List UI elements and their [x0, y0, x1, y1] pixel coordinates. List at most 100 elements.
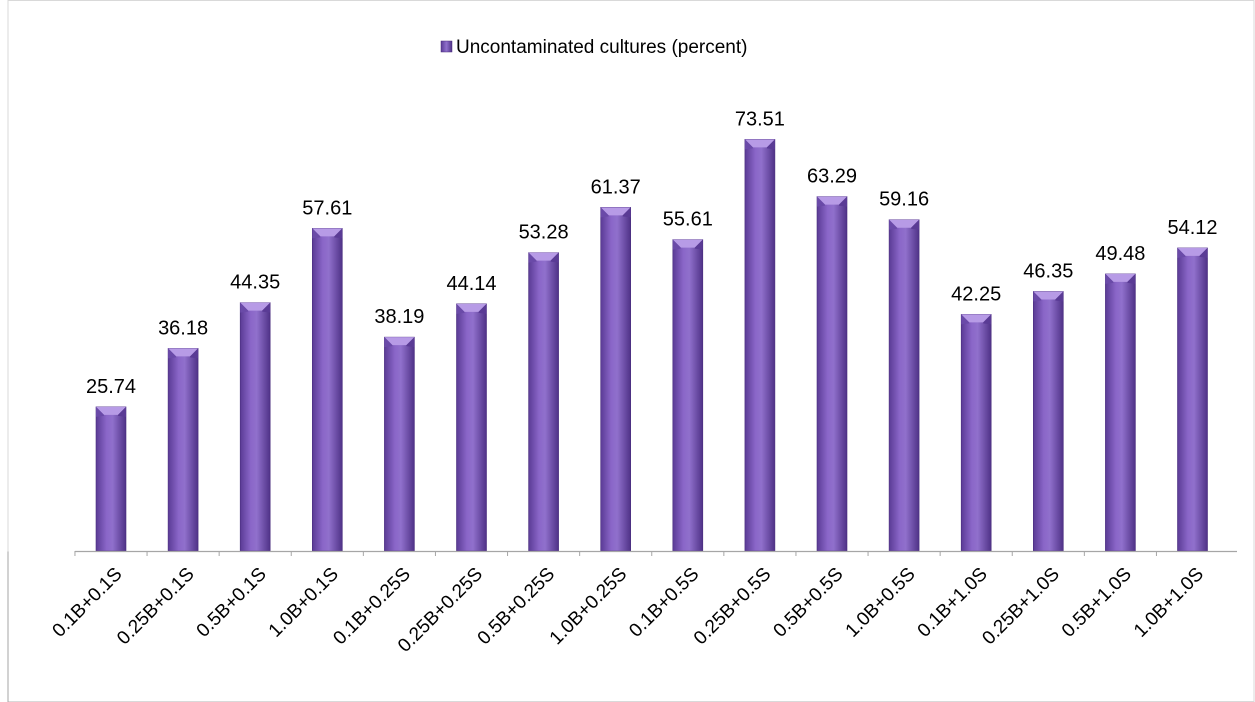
bar [1033, 291, 1064, 552]
bar [1177, 247, 1208, 552]
bar-bevel-left [1105, 273, 1114, 284]
bar [744, 139, 776, 552]
data-label: 54.12 [1167, 217, 1217, 239]
x-tick-label: 1.0B+0.1S [265, 564, 343, 642]
bar-bevel-left [600, 207, 609, 218]
bar-bevel-top [384, 337, 415, 346]
bar-bevel-right [334, 228, 343, 239]
bar-bevel-left [168, 348, 177, 359]
bar [528, 252, 559, 552]
data-label: 38.19 [374, 306, 424, 328]
bar-bevel-right [911, 219, 920, 230]
bar-bevel-left [961, 314, 970, 325]
bar-bevel-top [1105, 273, 1136, 282]
bar-body [456, 303, 487, 552]
bar-bevel-left [744, 139, 753, 150]
bar [384, 336, 415, 552]
data-label: 49.48 [1095, 243, 1145, 265]
bar [600, 207, 632, 552]
bar-bevel-top [672, 239, 703, 248]
bar-bevel-left [528, 252, 537, 263]
data-label: 25.74 [86, 376, 136, 398]
bar-body [239, 302, 271, 552]
bar-bevel-right [1199, 247, 1208, 258]
x-tick-label: 1.0B+0.5S [842, 564, 920, 642]
bar-bevel-top [312, 228, 343, 237]
bar-body [744, 139, 776, 552]
bar-bevel-right [406, 337, 415, 348]
bar [239, 302, 271, 552]
bar-bevel-top [168, 348, 199, 357]
bar-bevel-right [1127, 273, 1136, 284]
x-tick-label: 0.25B+0.5S [690, 564, 775, 649]
bar-bevel-top [600, 207, 631, 216]
x-tick-label: 0.5B+0.1S [193, 564, 271, 642]
bar-bevel-top [744, 139, 775, 148]
bar-bevel-top [817, 196, 847, 205]
bar [167, 348, 199, 552]
bar-bevel-left [889, 219, 898, 230]
bar [816, 196, 848, 552]
bar-bevel-right [983, 314, 992, 325]
legend: Uncontaminated cultures (percent) [440, 37, 747, 58]
bar [888, 219, 920, 552]
data-label: 57.61 [302, 197, 352, 219]
bar-bevel-left [240, 302, 249, 313]
data-label: 55.61 [663, 209, 713, 231]
bar-bevel-top [240, 302, 271, 311]
data-label: 42.25 [951, 283, 1001, 305]
bar-bevel-left [312, 228, 321, 239]
bar [960, 314, 992, 552]
x-tick-label: 0.5B+0.25S [474, 564, 559, 649]
value-labels-group: 25.74 36.18 44.35 57.61 38.19 44.14 53.28 61.37… [86, 108, 1218, 398]
bar-bevel-top [528, 252, 559, 261]
bar-bevel-top [889, 219, 920, 228]
data-label: 73.51 [735, 108, 785, 130]
bar-body [960, 314, 992, 552]
bar-bevel-right [478, 303, 487, 314]
legend-swatch [440, 40, 453, 53]
x-tick-labels-group: 0.1B+0.1S0.25B+0.1S0.5B+0.1S1.0B+0.1S 0.1… [49, 551, 1208, 657]
bar-body [384, 336, 415, 552]
data-label: 53.28 [519, 222, 569, 244]
bar-body [816, 196, 848, 552]
legend-label: Uncontaminated cultures (percent) [456, 37, 747, 58]
bar-bevel-right [839, 196, 847, 207]
x-tick-label: 0.1B+0.5S [625, 564, 703, 642]
bar [311, 228, 343, 552]
bar-body [1105, 273, 1136, 552]
bar-body [528, 252, 559, 552]
bar-bevel-right [1055, 291, 1064, 302]
bar-bevel-left [96, 406, 104, 417]
bar-bevel-left [817, 196, 825, 207]
x-tick-label: 0.5B+1.0S [1058, 564, 1136, 642]
bars-group [95, 139, 1208, 552]
bar-bevel-left [456, 303, 465, 314]
x-tick-label: 0.25B+1.0S [978, 564, 1063, 649]
bar-bevel-right [190, 348, 199, 359]
x-tick-label: 0.25B+0.1S [113, 564, 198, 649]
bar [95, 406, 127, 552]
bar [1105, 273, 1136, 552]
bar-body [1177, 247, 1208, 552]
data-label: 44.35 [230, 272, 280, 294]
bar-bevel-top [456, 303, 487, 312]
x-tick-label: 0.1B+1.0S [914, 564, 992, 642]
bar-bevel-right [622, 207, 631, 218]
bar-bevel-right [550, 252, 559, 263]
bar-body [888, 219, 920, 552]
bar-bevel-left [672, 239, 681, 250]
bar-body [311, 228, 343, 552]
data-label: 61.37 [591, 176, 641, 198]
data-label: 44.14 [446, 273, 496, 295]
bar-body [95, 406, 127, 552]
bar-bevel-top [1177, 247, 1208, 256]
x-tick-label: 1.0B+0.25S [546, 564, 631, 649]
bar-bevel-top [1033, 291, 1064, 300]
bar-bevel-top [96, 406, 126, 415]
bar-body [672, 239, 704, 552]
bar-bevel-top [961, 314, 992, 323]
x-tick-label: 0.5B+0.5S [770, 564, 848, 642]
bar-body [167, 348, 199, 552]
